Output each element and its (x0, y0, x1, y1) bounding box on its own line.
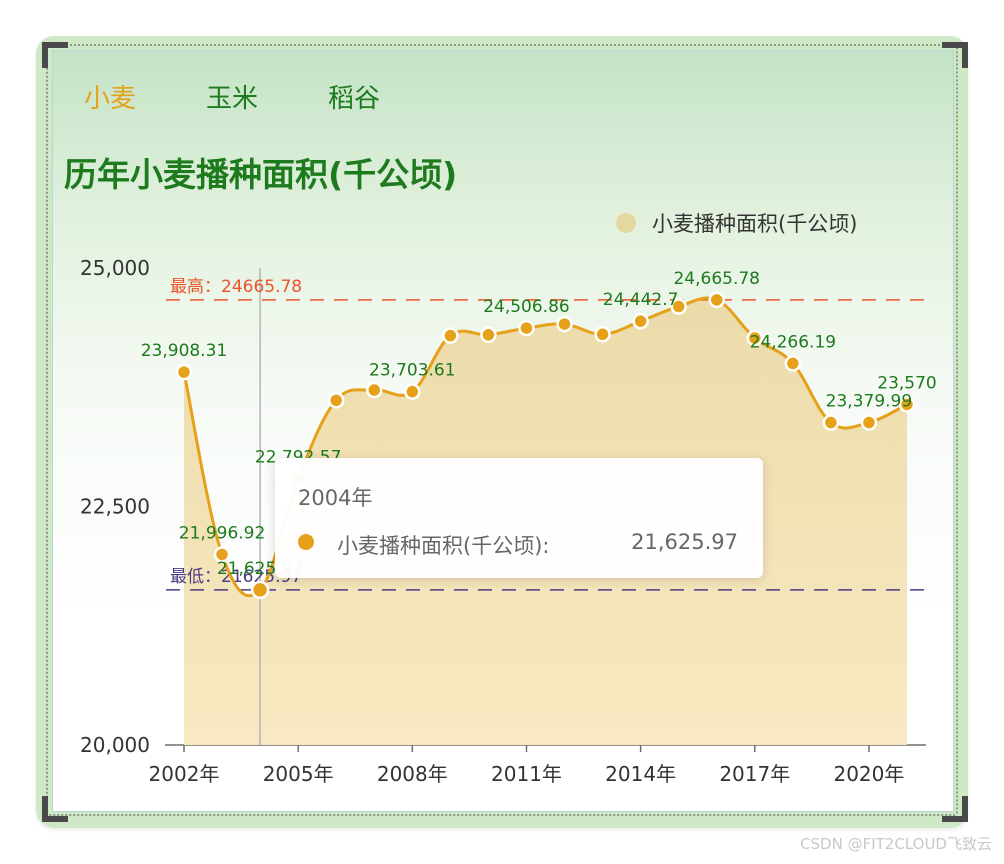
data-point (213, 546, 231, 563)
corner-bracket-bottom-right (942, 796, 968, 822)
data-point (784, 355, 802, 372)
tooltip-value: 21,625.97 (631, 530, 738, 554)
x-tick-label: 2014年 (605, 762, 676, 786)
panel-dotted-border (46, 44, 958, 816)
y-tick-label: 22,500 (80, 495, 150, 519)
data-point (480, 326, 497, 344)
data-point (898, 396, 916, 413)
tooltip-title: 2004年 (298, 486, 373, 510)
data-label: 21,996.92 (179, 523, 266, 543)
data-point (442, 327, 459, 344)
data-point (708, 291, 725, 309)
tab-corn[interactable]: 玉米 (206, 84, 259, 114)
data-point (366, 381, 383, 399)
tooltip-series-label: 小麦播种面积(千公顷): (337, 534, 550, 558)
series-points (175, 291, 916, 600)
y-tick-label: 25,000 (80, 256, 150, 280)
legend-label: 小麦播种面积(千公顷) (652, 212, 857, 236)
chart-title: 历年小麦播种面积(千公顷) (64, 155, 458, 194)
data-point (860, 414, 878, 431)
data-point (327, 392, 345, 409)
corner-bracket-top-left (42, 42, 68, 68)
data-label: 23,570 (877, 373, 936, 393)
data-point (556, 315, 573, 333)
tab-wheat[interactable]: 小麦 (84, 84, 137, 114)
data-point (175, 363, 193, 381)
mark-line-label-max: 最高：24665.78 (170, 277, 302, 297)
x-tick-label: 2008年 (377, 762, 448, 786)
data-point (746, 329, 764, 347)
data-point (404, 383, 421, 400)
data-label: 23,703.61 (369, 361, 456, 381)
data-label: 24,665.78 (673, 269, 760, 289)
chart-legend[interactable]: 小麦播种面积(千公顷) (616, 212, 857, 236)
crop-tabs: 小麦 玉米 稻谷 (84, 78, 450, 114)
x-tick-label: 2011年 (491, 762, 562, 786)
x-tick-label: 2017年 (719, 762, 790, 786)
data-point (632, 312, 649, 330)
chart-axes: 20,000 22,500 25,000 2002年 2005年 2008年 2011年 20… (80, 256, 926, 786)
data-label: 23,379.99 (826, 392, 913, 412)
legend-marker (616, 213, 636, 233)
corner-bracket-top-right (942, 42, 968, 68)
corner-bracket-bottom-left (42, 796, 68, 822)
data-point (518, 319, 535, 337)
x-tick-label: 2020年 (833, 762, 904, 786)
watermark: CSDN @FIT2CLOUD飞致云 (800, 835, 992, 853)
x-tick-label: 2005年 (263, 762, 334, 786)
data-label: 24,266.19 (750, 332, 837, 352)
tab-rice[interactable]: 稻谷 (328, 84, 381, 114)
data-label: 23,908.31 (141, 341, 228, 361)
data-point (250, 580, 270, 600)
chart-tooltip: 2004年 小麦播种面积(千公顷): 21,625.97 (275, 458, 763, 578)
y-tick-label: 20,000 (80, 733, 150, 757)
data-point (594, 326, 611, 343)
data-label: 24,506.86 (483, 297, 570, 317)
data-label: 24,442.7 (603, 290, 679, 310)
x-tick-label: 2002年 (149, 762, 220, 786)
data-point (822, 414, 840, 431)
data-point (670, 298, 687, 315)
tooltip-series-marker (298, 534, 314, 550)
